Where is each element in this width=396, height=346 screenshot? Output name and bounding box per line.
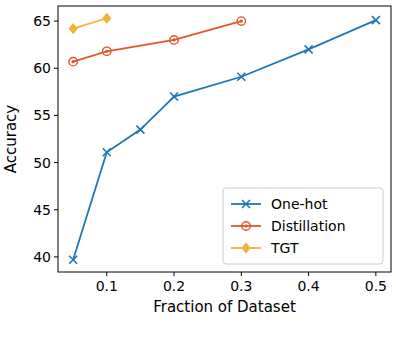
y-tick-label: 45 bbox=[33, 202, 51, 218]
x-tick-label: 0.4 bbox=[297, 278, 319, 294]
x-tick-label: 0.5 bbox=[365, 278, 387, 294]
y-tick bbox=[54, 68, 58, 69]
x-tick bbox=[375, 272, 376, 276]
data-point bbox=[237, 17, 245, 25]
x-tick bbox=[308, 272, 309, 276]
data-point bbox=[103, 13, 111, 23]
data-point bbox=[69, 57, 77, 65]
legend-swatch bbox=[231, 225, 261, 227]
y-tick bbox=[54, 209, 58, 210]
data-point bbox=[305, 45, 313, 53]
x-tick-label: 0.3 bbox=[230, 278, 252, 294]
legend: One-hot Distillation TGT bbox=[223, 188, 383, 264]
series-line bbox=[73, 21, 241, 62]
x-tick bbox=[174, 272, 175, 276]
x-tick bbox=[241, 272, 242, 276]
y-tick-label: 55 bbox=[33, 107, 51, 123]
y-tick bbox=[54, 115, 58, 116]
data-point bbox=[170, 93, 178, 101]
legend-marker bbox=[242, 222, 250, 230]
data-point bbox=[103, 148, 111, 156]
y-axis-label: Accuracy bbox=[2, 105, 20, 174]
legend-marker bbox=[242, 200, 250, 208]
plot-frame bbox=[58, 6, 391, 272]
chart: 0.1 0.2 0.3 0.4 0.5 40 45 50 55 60 65 Fraction of D… bbox=[0, 0, 396, 346]
legend-marker bbox=[242, 243, 250, 253]
y-tick-label: 50 bbox=[33, 155, 51, 171]
y-tick-label: 65 bbox=[33, 13, 51, 29]
x-tick-label: 0.1 bbox=[96, 278, 118, 294]
legend-box bbox=[223, 188, 383, 264]
data-point bbox=[69, 24, 77, 34]
x-axis-label: Fraction of Dataset bbox=[153, 298, 296, 316]
series-line bbox=[73, 18, 107, 28]
data-point bbox=[103, 47, 111, 55]
y-tick-label: 40 bbox=[33, 249, 51, 265]
x-tick bbox=[106, 272, 107, 276]
data-point bbox=[237, 73, 245, 81]
y-tick bbox=[54, 21, 58, 22]
legend-label: One-hot bbox=[271, 196, 328, 212]
legend-label: TGT bbox=[270, 240, 299, 256]
legend-label: Distillation bbox=[271, 218, 346, 234]
data-point bbox=[69, 256, 77, 264]
y-tick bbox=[54, 256, 58, 257]
data-point bbox=[170, 36, 178, 44]
y-tick-label: 60 bbox=[33, 60, 51, 76]
x-tick-label: 0.2 bbox=[163, 278, 185, 294]
data-point bbox=[372, 16, 380, 24]
data-point bbox=[136, 126, 144, 134]
y-tick bbox=[54, 162, 58, 163]
